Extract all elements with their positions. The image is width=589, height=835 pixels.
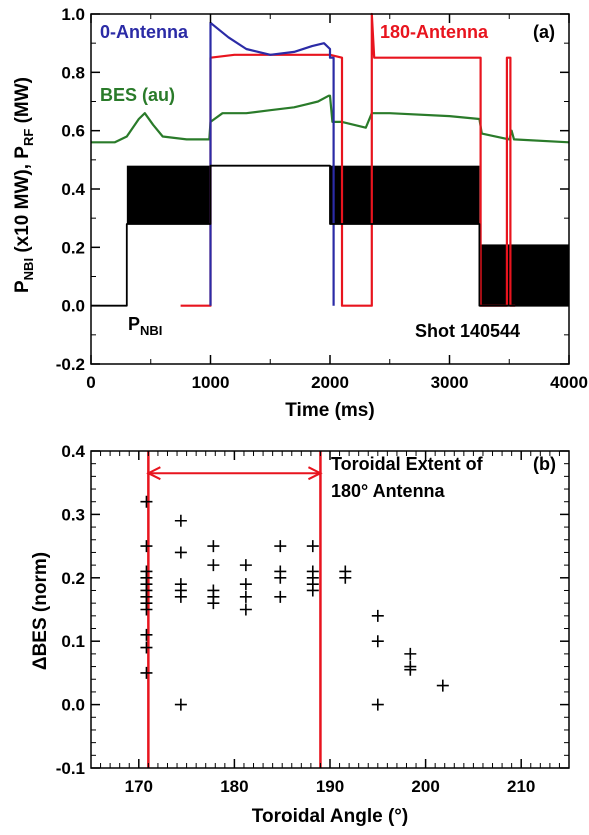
a-xtick-label: 1000 <box>192 373 230 392</box>
a-ytick-label: -0.2 <box>56 355 85 374</box>
scatter-point <box>140 603 153 616</box>
scatter-point <box>436 679 449 692</box>
extent-label-line2: 180° Antenna <box>331 481 446 501</box>
extent-label-line1: Toroidal Extent of <box>331 454 484 474</box>
b-ytick-label: 0.4 <box>61 442 85 461</box>
panel-b-xlabel: Toroidal Angle (°) <box>252 806 408 827</box>
scatter-point <box>371 609 384 622</box>
nbi-modulation-block <box>126 165 211 224</box>
ylabel-s1: NBI <box>21 258 36 280</box>
scatter-point <box>207 597 220 610</box>
scatter-point <box>274 571 287 584</box>
line-0-antenna <box>209 21 335 306</box>
scatter-point <box>207 540 220 553</box>
panel-a: 0 1000 2000 3000 4000-0.20.00.20.40.60.81.0 … <box>12 5 588 421</box>
a-ytick-label: 0.0 <box>61 297 85 316</box>
panel-b-ticks: 170 180 190 200 210 -0.1 0.0 0.1 0.2 0.3 0.4 <box>56 442 570 796</box>
scatter-point <box>140 628 153 641</box>
scatter-point <box>371 698 384 711</box>
pnbi-label-sub: NBI <box>140 323 162 338</box>
panel-a-ylabel: PNBI (x10 MW), PRF (MW) <box>12 77 36 293</box>
ylabel-p1: P <box>12 280 33 293</box>
ylabel-s2: RF <box>21 129 36 146</box>
b-ytick-label: -0.1 <box>56 759 85 778</box>
pnbi-label-main: P <box>128 314 140 334</box>
scatter-point <box>306 584 319 597</box>
a-ytick-label: 0.6 <box>61 122 85 141</box>
a-ytick-label: 0.4 <box>61 180 85 199</box>
a-xtick-label: 3000 <box>431 373 469 392</box>
panel-a-plot-area <box>91 12 570 307</box>
ylabel-end: (MW) <box>12 77 33 129</box>
line-180-antenna <box>180 12 516 307</box>
scatter-point <box>140 641 153 654</box>
a-xtick-label: 4000 <box>550 373 588 392</box>
a-ytick-label: 1.0 <box>61 5 85 24</box>
bes-label: BES (au) <box>100 85 175 105</box>
scatter-point <box>174 514 187 527</box>
panel-b-plot-area <box>140 451 449 768</box>
antenna-extent-arrowhead-left <box>146 466 161 481</box>
b-xtick-label: 180 <box>220 777 248 796</box>
legend-180-antenna: 180-Antenna <box>380 22 489 42</box>
scatter-point <box>140 666 153 679</box>
scatter-point <box>140 495 153 508</box>
b-ytick-label: 0.3 <box>61 505 85 524</box>
b-ytick-label: 0.1 <box>61 632 85 651</box>
scatter-point <box>140 540 153 553</box>
scatter-point <box>339 571 352 584</box>
b-xtick-label: 170 <box>125 777 153 796</box>
scatter-point <box>306 540 319 553</box>
scatter-point <box>274 540 287 553</box>
b-ytick-label: 0.2 <box>61 569 85 588</box>
scatter-point <box>239 590 252 603</box>
panel-a-label: (a) <box>533 22 555 42</box>
a-xtick-label: 2000 <box>311 373 349 392</box>
pnbi-label: PNBI <box>128 314 162 338</box>
scatter-point <box>404 647 417 660</box>
nbi-modulation-block <box>479 244 569 306</box>
panel-b-label: (b) <box>533 454 556 474</box>
a-ytick-label: 0.2 <box>61 238 85 257</box>
panel-a-ticks: 0 1000 2000 3000 4000 -0.2 0.0 0.2 0.4 0.6 0.8 1.0 <box>56 5 588 392</box>
b-ytick-label: 0.0 <box>61 696 85 715</box>
line-pnbi <box>91 164 569 307</box>
b-xtick-label: 190 <box>316 777 344 796</box>
scatter-point <box>207 559 220 572</box>
scatter-point <box>174 546 187 559</box>
nbi-modulation-block <box>330 165 480 224</box>
scatter-point <box>404 663 417 676</box>
scatter-point <box>239 603 252 616</box>
antenna-extent-arrowhead-right <box>307 466 323 481</box>
a-xtick-label: 0 <box>86 373 95 392</box>
panel-b-ylabel: ΔBES (norm) <box>30 552 51 670</box>
panel-b: 170 180 190 200 210 -0.1 0.0 0.1 0.2 0.3 0.4 Toroi… <box>30 442 570 827</box>
scatter-point <box>174 590 187 603</box>
shot-label: Shot 140544 <box>415 321 520 341</box>
scatter-point <box>274 590 287 603</box>
scatter-point <box>174 698 187 711</box>
b-xtick-label: 200 <box>411 777 439 796</box>
scatter-point <box>239 559 252 572</box>
a-ytick-label: 0.8 <box>61 63 85 82</box>
panel-b-frame <box>90 450 570 769</box>
scatter-point <box>239 578 252 591</box>
legend-0-antenna: 0-Antenna <box>100 22 189 42</box>
panel-a-xlabel: Time (ms) <box>285 400 374 421</box>
b-xtick-label: 210 <box>507 777 535 796</box>
scatter-point <box>371 635 384 648</box>
ylabel-mid: (x10 MW), P <box>12 146 33 258</box>
